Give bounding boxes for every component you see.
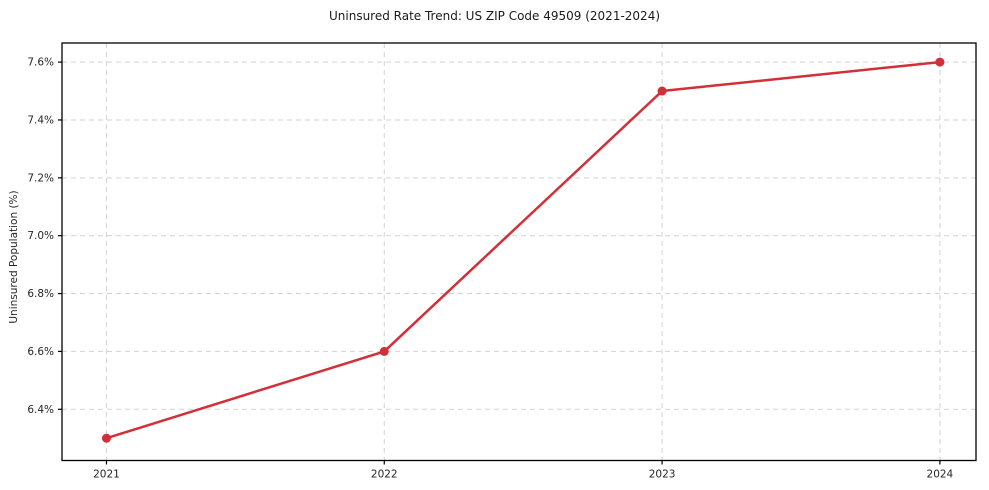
data-point-2021 <box>101 433 111 443</box>
data-point-2022 <box>379 346 389 356</box>
y-tick-label-7.0%: 7.0% <box>27 230 54 242</box>
y-tick-label-7.6%: 7.6% <box>27 57 54 69</box>
x-tick-label-2024: 2024 <box>927 469 954 481</box>
x-tick-label-2023: 2023 <box>649 469 676 481</box>
y-tick-label-6.8%: 6.8% <box>27 288 54 300</box>
data-point-2023 <box>657 86 667 96</box>
y-tick-label-6.4%: 6.4% <box>27 404 54 416</box>
y-tick-label-7.4%: 7.4% <box>27 114 54 126</box>
trend-line-uninsured-rate <box>105 60 942 440</box>
y-tick-label-7.2%: 7.2% <box>27 172 54 184</box>
plot-border <box>61 42 977 462</box>
y-tick-label-6.6%: 6.6% <box>27 346 54 358</box>
data-point-2024 <box>935 57 945 67</box>
x-tick-label-2022: 2022 <box>371 469 398 481</box>
chart-title: Uninsured Rate Trend: US ZIP Code 49509 … <box>328 9 661 23</box>
x-tick-label-2021: 2021 <box>93 469 120 481</box>
